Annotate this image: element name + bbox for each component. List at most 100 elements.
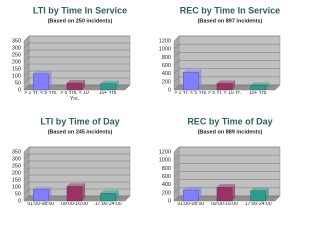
y-tick-label: 1000 [159, 47, 171, 53]
plot-side [23, 146, 30, 202]
bar [183, 189, 199, 202]
y-tick-label: 800 [162, 166, 171, 172]
chart-title: REC by Time of Day [187, 116, 272, 126]
y-tick-label: 150 [12, 177, 21, 183]
grid-line [173, 154, 280, 161]
x-tick-label: 01:00-08:00 [27, 202, 55, 207]
chart-grid: LTI by Time In Service (Based on 250 inci… [12, 5, 281, 207]
x-tick-label: 10+ Yrs. [98, 91, 118, 96]
grid-line [23, 70, 130, 77]
x-tick-label: 17:00-24:00 [244, 202, 272, 207]
bar [66, 82, 83, 91]
x-label-box: 01:00-08:00 [27, 202, 55, 207]
x-label-box: 09:00-16:00 [211, 202, 238, 207]
x-tick-label: 10+ Yrs. [248, 91, 268, 96]
grid-line [23, 35, 130, 42]
grid-line [23, 49, 130, 56]
x-label-box: 10+ Yrs. [248, 91, 268, 96]
x-label-box: > 1 Yr. < 5 Yrs. [174, 91, 208, 96]
y-tick-label: 600 [162, 63, 171, 69]
grid-line [173, 52, 280, 58]
x-tick-label: 09:00-16:00 [211, 202, 238, 207]
y-tick-label: 600 [162, 174, 171, 180]
y-tick-label: 100 [12, 184, 21, 190]
grid-line [173, 68, 280, 74]
y-tick-label: 250 [12, 52, 21, 58]
bar-side [265, 82, 269, 90]
bar-side [48, 70, 52, 90]
bar [183, 72, 199, 91]
grid-line [23, 181, 130, 188]
y-tick-label: 800 [162, 55, 171, 61]
x-tick-label: > 5 Yr. < 10 Yr. [207, 91, 242, 96]
x-tick-label: > 5 Yrs. < 10 Yrs. [60, 91, 89, 102]
chart-panel: LTI by Time In Service (Based on 250 inci… [12, 5, 131, 102]
y-tick-label: 1200 [159, 149, 171, 155]
y-tick-label: 300 [12, 156, 21, 162]
bar-side [232, 184, 236, 201]
grid-line [23, 146, 130, 153]
bar-side [48, 186, 52, 201]
chart-title: LTI by Time In Service [33, 5, 127, 15]
grid-line [173, 171, 280, 177]
chart-subtitle: (Based on 897 incidents) [198, 18, 263, 24]
x-label-box: > 1 Yr. < 5 Yrs. [24, 91, 58, 96]
x-label-box: > 5 Yrs. < 10 Yrs. [60, 91, 89, 102]
chart-title: LTI by Time of Day [40, 116, 119, 126]
y-tick-label: 350 [12, 38, 21, 44]
grid-line [23, 167, 130, 174]
chart-title: REC by Time In Service [180, 5, 280, 15]
bar [66, 186, 83, 202]
y-tick-label: 350 [12, 149, 21, 155]
y-tick-label: 1200 [159, 38, 171, 44]
bar [33, 73, 49, 91]
bar-top [66, 80, 86, 83]
bar-side [198, 186, 202, 201]
plot-side [23, 35, 30, 91]
y-tick-label: 400 [162, 71, 171, 77]
chart-panel: REC by Time In Service (Based on 897 inci… [159, 5, 281, 96]
bar-top [33, 70, 52, 74]
bar [100, 83, 116, 91]
x-tick-label: > 1 Yr. < 5 Yrs. [174, 91, 208, 96]
chart-panel: LTI by Time of Day (Based on 245 incident… [12, 116, 131, 207]
grid-line [23, 77, 130, 84]
x-label-box: > 5 Yr. < 10 Yr. [207, 91, 242, 96]
y-tick-label: 1000 [159, 158, 171, 164]
y-tick-label: 200 [12, 170, 21, 176]
y-tick-label: 150 [12, 66, 21, 72]
y-tick-label: 50 [15, 80, 21, 86]
x-label-box: 17:00-24:00 [95, 202, 122, 207]
bar-top [183, 186, 202, 190]
bar [100, 193, 116, 202]
bar-side [82, 80, 86, 90]
x-label-box: 01:00-08:00 [177, 202, 205, 207]
bar-top [250, 82, 269, 86]
x-tick-label: 01:00-08:00 [177, 202, 205, 207]
chart-subtitle: (Based on 245 incidents) [48, 129, 113, 135]
grid-line [23, 153, 130, 160]
y-tick-label: 300 [12, 45, 21, 51]
y-tick-label: 200 [12, 59, 21, 65]
grid-line [173, 163, 280, 169]
grid-line [173, 76, 280, 82]
grid-line [173, 60, 280, 66]
bar-top [100, 190, 119, 194]
bar-top [100, 80, 119, 84]
bar [216, 186, 233, 202]
grid-line [23, 160, 130, 167]
chart-panel: REC by Time of Day (Based on 889 incident… [159, 116, 281, 207]
y-tick-label: 400 [162, 182, 171, 188]
x-label-box: 10+ Yrs. [98, 91, 118, 96]
y-tick-label: 0 [18, 87, 21, 93]
grid-line [23, 188, 130, 195]
grid-line [23, 42, 130, 49]
grid-line [23, 56, 130, 63]
grid-line [23, 195, 130, 202]
x-label-box: 17:00-24:00 [244, 202, 272, 207]
x-tick-label: > 1 Yr. < 5 Yrs. [24, 91, 58, 96]
grid-line [173, 35, 280, 42]
bar [250, 190, 266, 202]
bar-side [115, 80, 119, 90]
y-tick-label: 200 [162, 190, 171, 196]
